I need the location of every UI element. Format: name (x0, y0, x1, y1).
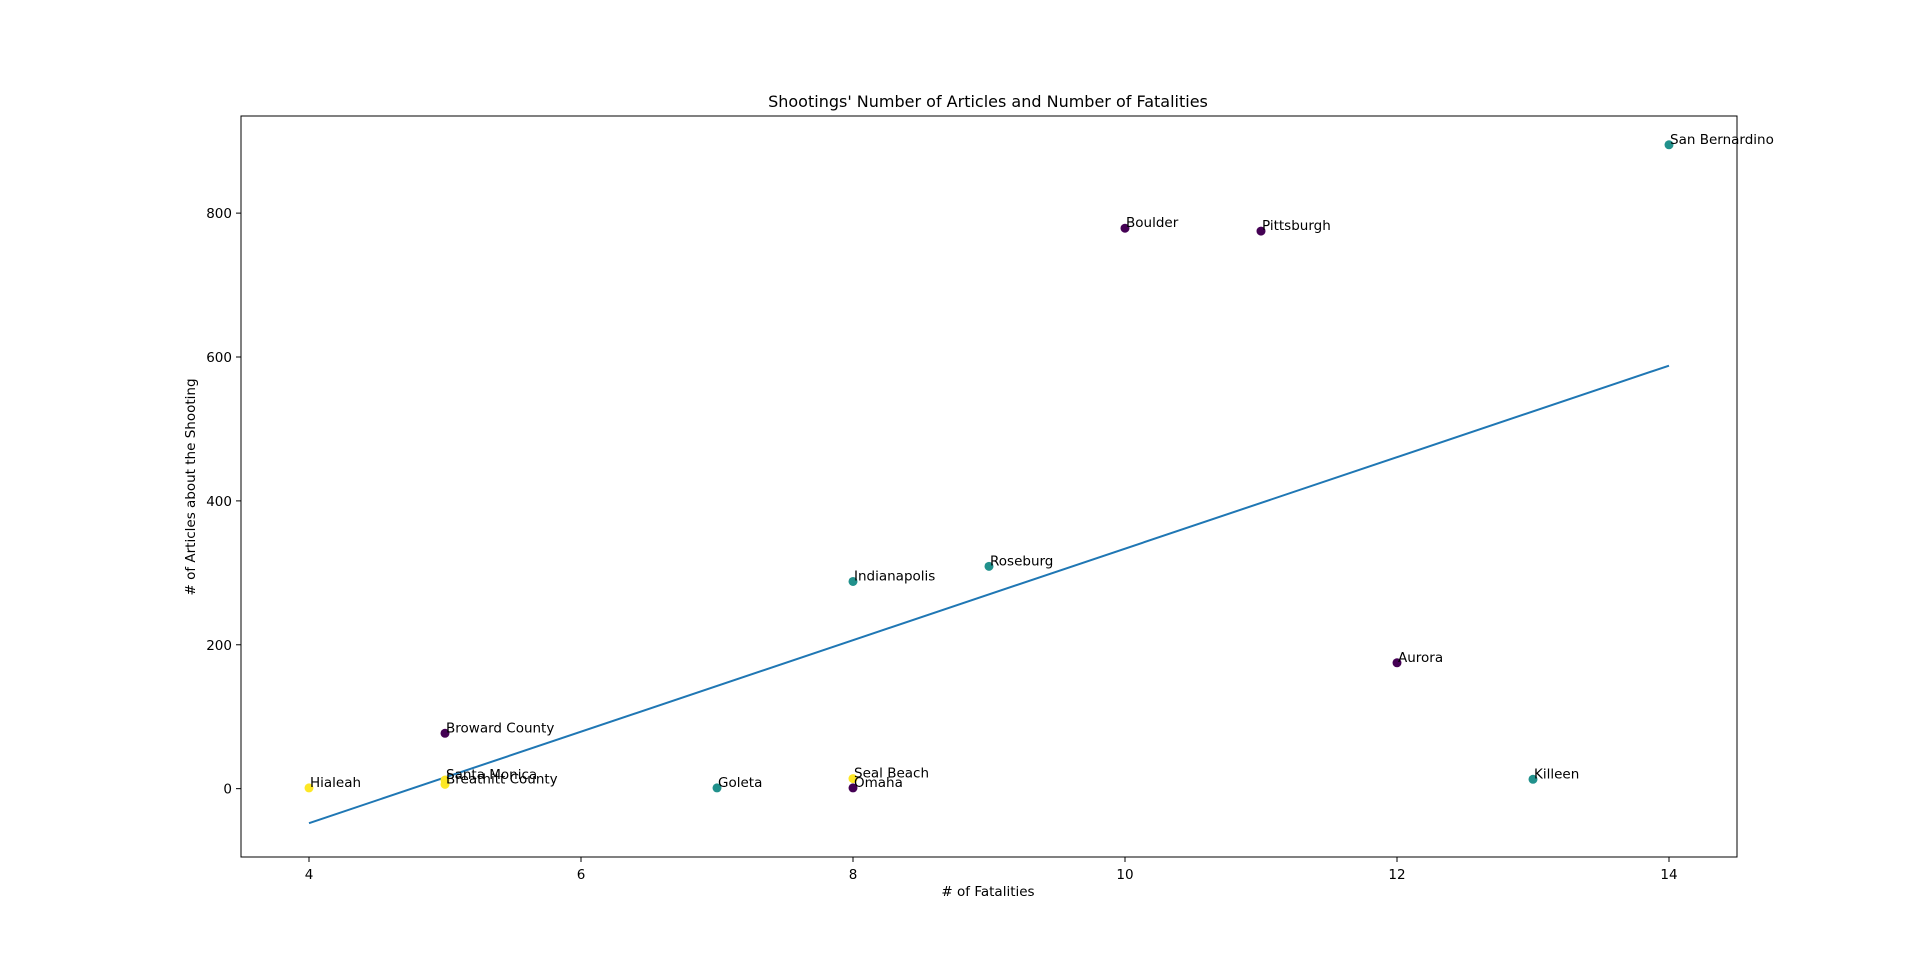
y-tick-label: 200 (206, 638, 232, 654)
data-point (1120, 223, 1130, 233)
data-point (848, 783, 858, 793)
x-tick-label: 8 (849, 867, 858, 883)
point-label: Broward County (446, 720, 554, 736)
data-point (712, 783, 722, 793)
y-tick-label: 600 (206, 350, 232, 366)
y-tick-label: 0 (223, 782, 232, 798)
y-tick-label: 800 (206, 206, 232, 222)
plot-area: San Bernardino Boulder Pittsburgh Roseburg I… (304, 132, 1774, 825)
trend-line (308, 364, 1670, 825)
point-label: Roseburg (990, 553, 1053, 569)
data-point (304, 783, 314, 793)
point-label: Hialeah (310, 775, 361, 791)
x-tick-label: 12 (1388, 867, 1405, 883)
data-point (1256, 226, 1266, 236)
chart-title: Shootings' Number of Articles and Number… (768, 92, 1208, 111)
x-axis-label: # of Fatalities (941, 884, 1034, 900)
point-label: Santa Monica (446, 767, 537, 783)
point-label: Goleta (718, 775, 762, 791)
point-label: Pittsburgh (1262, 218, 1331, 234)
x-tick-label: 4 (305, 867, 314, 883)
point-label: San Bernardino (1670, 132, 1774, 148)
data-point (1664, 140, 1674, 150)
x-tick-label: 14 (1660, 867, 1677, 883)
x-tick-label: 10 (1116, 867, 1133, 883)
point-label: Boulder (1126, 215, 1179, 231)
data-point (1528, 774, 1538, 784)
axes: 4 6 8 10 12 14 0 200 400 600 800 (206, 206, 1677, 883)
data-point (848, 576, 858, 586)
y-axis-label: # of Articles about the Shooting (183, 378, 199, 595)
data-point (440, 779, 450, 789)
data-point (984, 561, 994, 571)
point-label: Omaha (854, 775, 903, 791)
data-point (848, 774, 858, 784)
point-label: Indianapolis (854, 568, 935, 584)
data-point (1392, 658, 1402, 668)
point-label: Seal Beach (854, 766, 929, 782)
x-tick-label: 6 (577, 867, 586, 883)
data-point (440, 728, 450, 738)
y-tick-label: 400 (206, 494, 232, 510)
point-label: Killeen (1534, 766, 1579, 782)
point-label: Breathitt County (446, 771, 558, 787)
plot-frame (240, 115, 1738, 858)
point-label: Aurora (1398, 650, 1443, 666)
